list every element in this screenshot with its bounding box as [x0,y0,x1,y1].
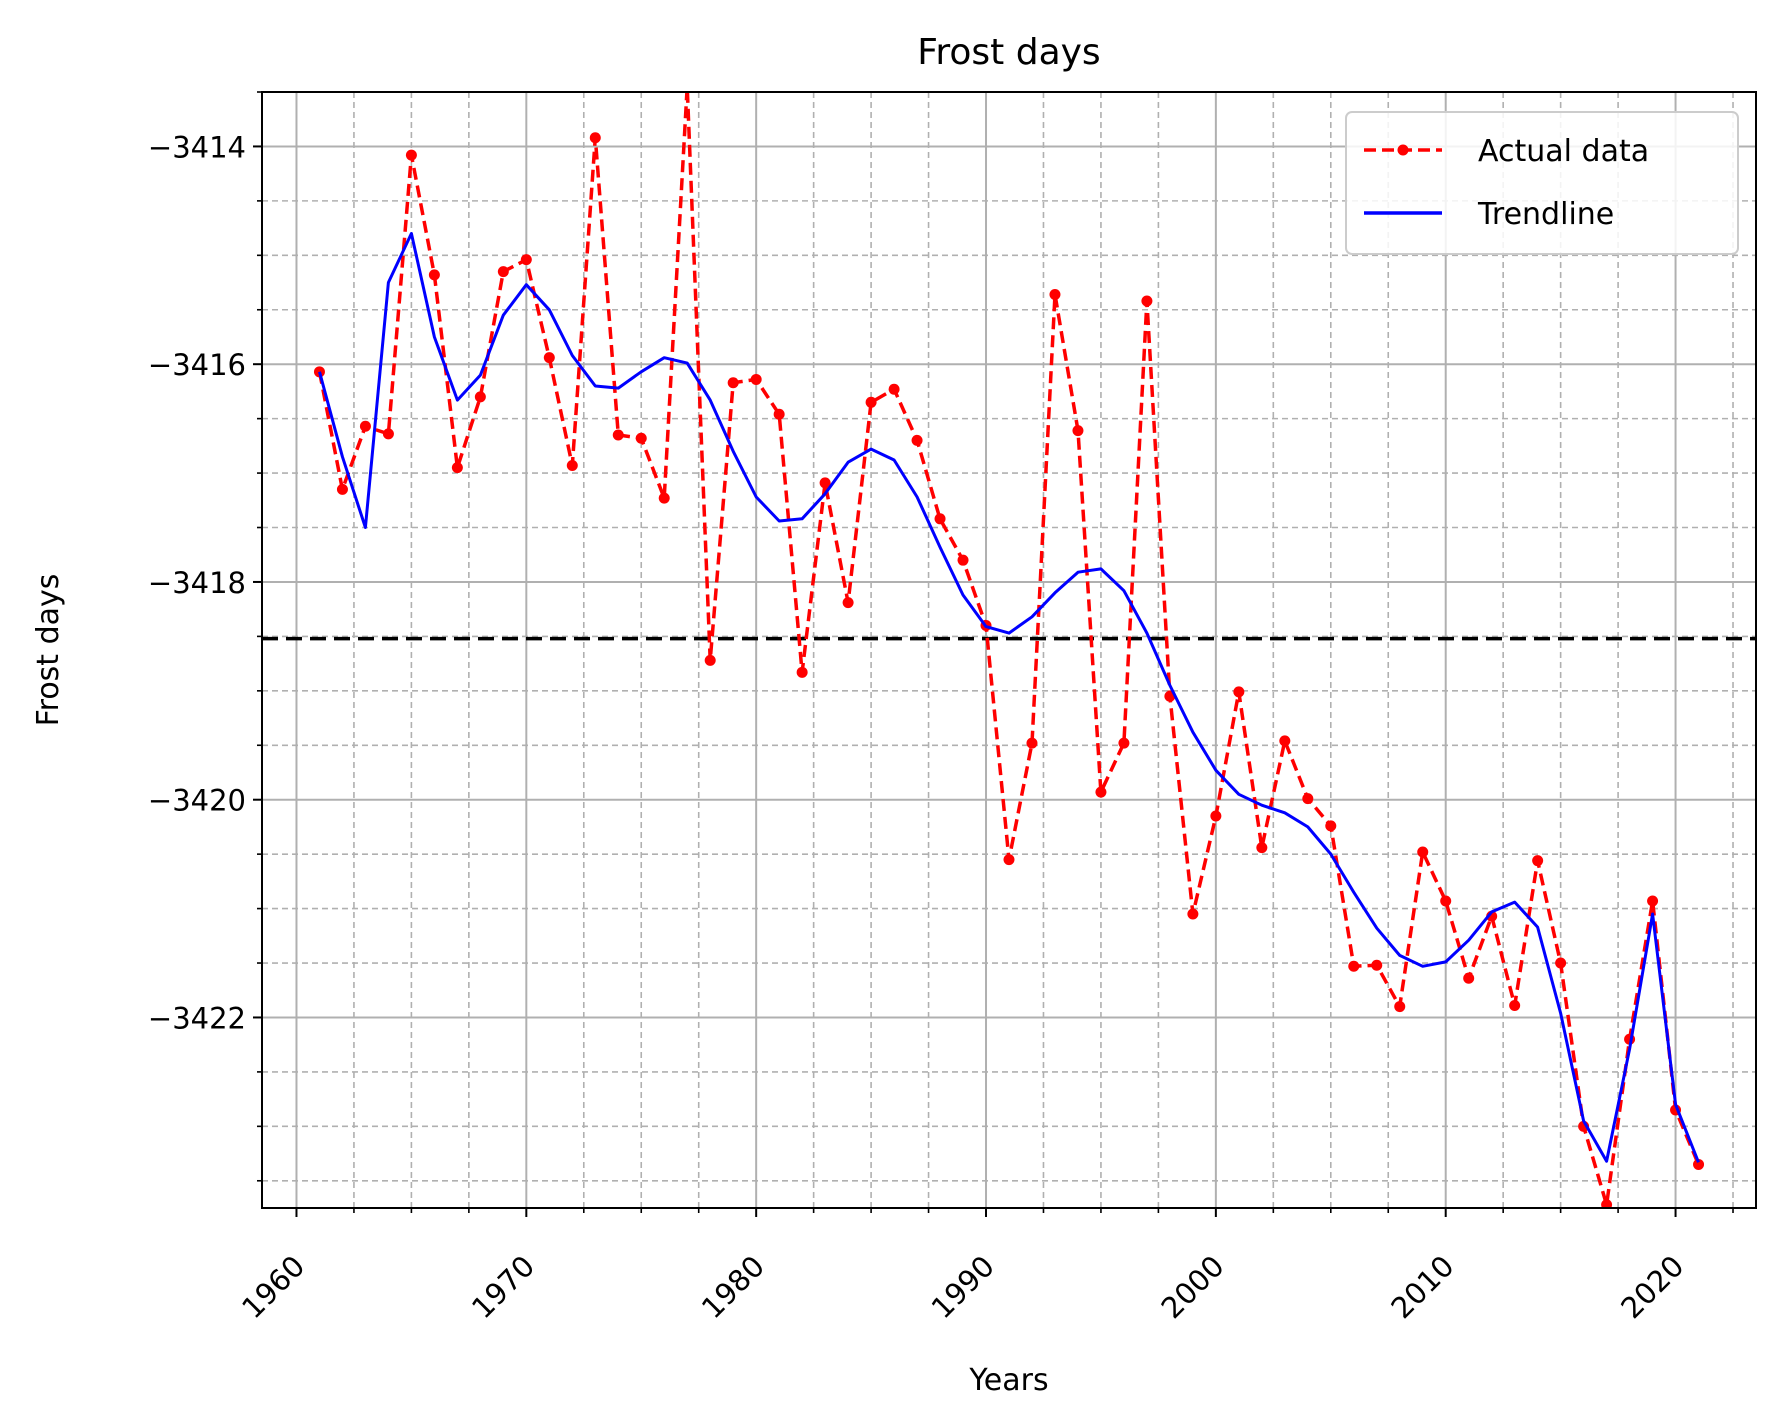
data-point-actual [1210,810,1222,822]
data-point-actual [428,269,440,281]
data-point-actual [543,352,555,364]
data-point-actual [1394,1001,1406,1013]
data-point-actual [1118,737,1130,749]
x-axis-label: Years [968,1363,1048,1398]
data-point-actual [957,554,969,566]
data-point-actual [911,434,923,446]
data-point-actual [819,477,831,489]
data-point-actual [382,428,394,440]
data-point-actual [1049,289,1061,301]
data-point-actual [1509,999,1521,1011]
series-line-trendline [318,232,1700,1163]
data-point-actual [336,483,348,495]
data-point-actual [1187,908,1199,920]
data-point-actual [1348,960,1360,972]
data-point-actual [589,132,601,144]
data-point-actual [566,459,578,471]
data-point-actual [359,420,371,432]
legend-marker-actual [1397,144,1409,156]
data-point-actual [1325,820,1337,832]
data-point-actual [1417,846,1429,858]
legend-label-actual: Actual data [1478,134,1649,169]
y-tick-label: −3420 [148,784,246,818]
data-point-actual [727,377,739,389]
legend-box [1345,111,1739,255]
data-point-actual [704,654,716,666]
data-point-actual [1072,425,1084,437]
data-point-actual [842,597,854,609]
data-point-actual [1003,854,1015,866]
data-point-actual [773,408,785,420]
plot-frame [261,91,1757,1209]
data-point-actual [865,396,877,408]
data-point-actual [1371,959,1383,971]
data-point-actual [750,373,762,385]
data-point-actual [1256,842,1268,854]
y-axis-label: Frost days [31,574,66,727]
data-point-actual [658,492,670,504]
data-point-actual [1532,855,1544,867]
data-point-actual [451,462,463,474]
data-point-actual [1463,972,1475,984]
data-point-actual [1440,895,1452,907]
data-point-actual [1555,957,1567,969]
data-point-actual [934,513,946,525]
data-point-actual [1026,737,1038,749]
y-tick-label: −3416 [148,348,246,382]
data-point-actual [796,666,808,678]
y-tick-label: −3422 [148,1001,246,1035]
data-point-actual [1141,295,1153,307]
legend-label-trend: Trendline [1477,197,1614,232]
data-point-actual [1693,1158,1705,1170]
data-point-actual [1647,895,1659,907]
data-point-actual [474,391,486,403]
legend: Actual data Trendline [1345,111,1739,255]
series-lines [313,92,1705,1208]
y-tick-label: −3418 [148,566,246,600]
data-point-actual [1302,793,1314,805]
data-point-actual [1233,686,1245,698]
data-point-actual [520,254,532,266]
data-point-actual [612,429,624,441]
data-point-actual [405,149,417,161]
data-point-actual [635,432,647,444]
data-point-actual [497,266,509,278]
data-point-actual [1601,1199,1613,1208]
data-point-actual [1279,735,1291,747]
chart-title: Frost days [917,32,1100,73]
data-point-actual [1095,786,1107,798]
y-tick-label: −3414 [148,130,246,164]
data-point-actual [888,383,900,395]
